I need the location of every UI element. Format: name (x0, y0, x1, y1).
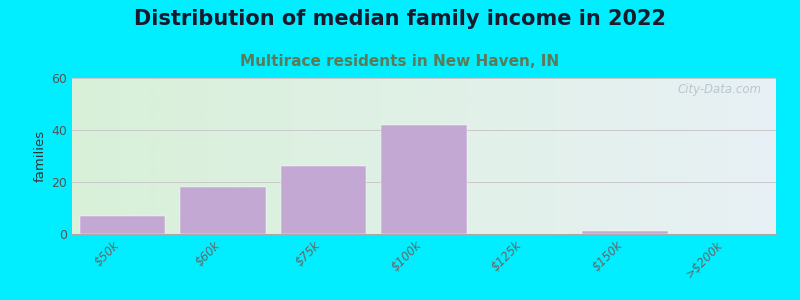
Bar (79, 216, 165, 234)
Bar (281, 167, 366, 234)
Bar (180, 187, 266, 234)
Y-axis label: families: families (34, 130, 47, 182)
Text: City-Data.com: City-Data.com (678, 83, 762, 96)
Bar (582, 231, 668, 234)
Text: Multirace residents in New Haven, IN: Multirace residents in New Haven, IN (241, 54, 559, 69)
Bar (382, 125, 466, 234)
Text: Distribution of median family income in 2022: Distribution of median family income in … (134, 9, 666, 29)
